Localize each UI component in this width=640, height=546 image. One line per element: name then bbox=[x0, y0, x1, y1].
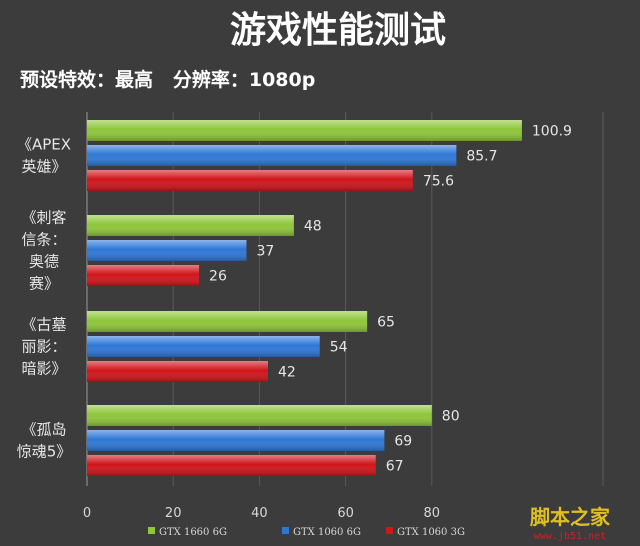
legend-label: GTX 1060 3G bbox=[397, 527, 465, 538]
watermark: 脚本之家 www.jb51.net bbox=[530, 505, 611, 542]
x-tick-label: 80 bbox=[424, 506, 441, 521]
data-label: 26 bbox=[209, 269, 227, 285]
data-label: 75.6 bbox=[423, 174, 454, 190]
data-label: 37 bbox=[256, 244, 274, 260]
legend-swatch bbox=[282, 527, 289, 534]
data-label: 48 bbox=[304, 219, 322, 235]
category-label: 暗影》 bbox=[21, 360, 66, 378]
category-label: 《孤岛 bbox=[21, 421, 66, 439]
category-label: 《刺客 bbox=[21, 209, 66, 227]
chart-subtitle: 预设特效：最高 分辨率：1080p bbox=[20, 68, 315, 91]
legend-swatch bbox=[386, 527, 393, 534]
data-label: 80 bbox=[442, 409, 460, 425]
legend-label: GTX 1060 6G bbox=[293, 527, 361, 538]
bars-group: 100.9 85.7 75.6 48 37 26 65 54 42 80 69 67 bbox=[87, 120, 572, 476]
bar-shading bbox=[87, 120, 522, 141]
x-tick-label: 60 bbox=[337, 506, 354, 521]
category-label: 《APEX bbox=[17, 136, 71, 154]
data-label: 100.9 bbox=[532, 124, 572, 140]
x-tick-label: 40 bbox=[251, 506, 268, 521]
legend-swatch bbox=[148, 527, 155, 534]
bar-shading bbox=[87, 240, 247, 261]
category-label: 英雄》 bbox=[21, 158, 66, 176]
category-label: 《古墓 bbox=[21, 316, 66, 334]
data-label: 54 bbox=[330, 340, 348, 356]
bar-shading bbox=[87, 311, 368, 332]
data-label: 67 bbox=[386, 459, 404, 475]
legend: GTX 1660 6G GTX 1060 6G GTX 1060 3G bbox=[148, 527, 465, 538]
bar-shading bbox=[87, 455, 376, 476]
x-tick-label: 0 bbox=[83, 506, 91, 521]
data-label: 69 bbox=[394, 434, 412, 450]
x-tick-label: 20 bbox=[165, 506, 182, 521]
x-tick-labels: 0 20 40 60 80 bbox=[83, 506, 440, 521]
category-label: 奥德 bbox=[29, 253, 59, 271]
watermark-logo: 脚本之家 bbox=[530, 505, 611, 529]
bar-shading bbox=[87, 145, 457, 166]
gridlines bbox=[86, 112, 604, 486]
bar-shading bbox=[87, 336, 320, 357]
category-label: 惊魂5》 bbox=[17, 443, 72, 461]
bar-shading bbox=[87, 170, 413, 191]
legend-label: GTX 1660 6G bbox=[159, 527, 227, 538]
data-label: 65 bbox=[377, 315, 395, 331]
category-label: 丽影： bbox=[21, 338, 66, 356]
bar-shading bbox=[87, 361, 269, 382]
data-label: 42 bbox=[278, 365, 296, 381]
chart-title: 游戏性能测试 bbox=[230, 10, 446, 51]
data-label: 85.7 bbox=[466, 149, 497, 165]
bar-shading bbox=[87, 405, 432, 426]
watermark-url: www.jb51.net bbox=[534, 531, 606, 542]
bar-shading bbox=[87, 265, 200, 286]
category-label: 赛》 bbox=[29, 275, 59, 293]
bar-shading bbox=[87, 215, 294, 236]
bar-shading bbox=[87, 430, 385, 451]
category-label: 信条： bbox=[21, 231, 66, 249]
